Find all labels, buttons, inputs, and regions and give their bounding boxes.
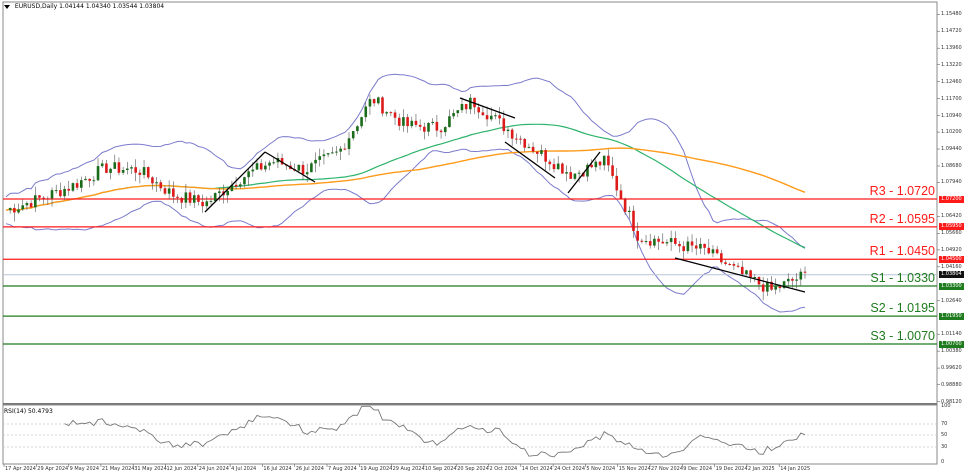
level-tag-r3: 1.07200 (939, 195, 964, 203)
chart-title: EURUSD,Daily 1.04144 1.04340 1.03544 1.0… (4, 3, 164, 10)
price-axis-label: 1.01140 (941, 331, 962, 338)
price-axis-label: 1.09440 (941, 146, 962, 153)
level-tag-s2: 1.01950 (939, 312, 964, 320)
rsi-title: RSI(14) 50.4793 (4, 408, 53, 415)
date-axis-label: 19 Aug 2024 (360, 466, 393, 472)
moving-averages (5, 123, 806, 249)
price-axis-label: 1.12460 (941, 78, 962, 85)
level-label-s3: S3 - 1.0070 (870, 329, 935, 343)
price-axis-label: 1.13220 (941, 61, 962, 68)
rsi-axis-label: 50 (941, 432, 948, 438)
date-axis-label: 31 May 2024 (134, 466, 167, 472)
main-pane (2, 1, 938, 405)
current-price-tag: 1.03804 (939, 271, 964, 279)
date-axis-label: 9 Dec 2024 (683, 466, 713, 472)
trendlines (204, 97, 806, 293)
price-axis-label: 1.07940 (941, 179, 962, 186)
price-axis-label: 0.99620 (941, 365, 962, 372)
price-axis-label: 1.05660 (941, 230, 962, 237)
price-axis-label: 1.15480 (941, 11, 962, 18)
date-axis-label: 21 May 2024 (101, 466, 135, 472)
date-axis-label: 16 Jul 2024 (263, 466, 292, 472)
date-axis-label: 12 Jun 2024 (166, 466, 197, 472)
rsi-axis-label: 70 (941, 421, 948, 427)
level-label-r2: R2 - 1.0595 (869, 211, 935, 226)
candles (8, 93, 807, 301)
collapse-triangle-icon[interactable] (4, 4, 10, 9)
level-tag-r2: 1.05950 (939, 223, 964, 231)
axis-ticks (3, 13, 940, 467)
price-axis-label: 1.11700 (941, 95, 962, 102)
ohlc-values: 1.04144 1.04340 1.03544 1.03804 (59, 3, 165, 10)
price-axis-label: 1.08680 (941, 162, 962, 169)
price-axis-label: 1.10940 (941, 112, 962, 119)
date-axis-label: 20 Sep 2024 (457, 466, 489, 472)
date-axis-label: 15 Nov 2024 (618, 466, 651, 472)
price-axis-label: 1.00380 (941, 348, 962, 355)
date-axis-label: 10 Sep 2024 (424, 466, 457, 472)
price-axis-label: 1.10200 (941, 129, 962, 136)
date-axis-label: 2 Oct 2024 (489, 466, 518, 472)
rsi-axis-label: 30 (941, 444, 948, 450)
date-axis-label: 14 Jan 2025 (780, 466, 811, 472)
rsi-pane (2, 404, 938, 465)
level-tag-s3: 1.00700 (939, 340, 964, 348)
price-axis-label: 1.04160 (941, 263, 962, 270)
date-axis-label: 17 Apr 2024 (5, 466, 36, 472)
rsi-axis-label: 0 (941, 459, 945, 465)
price-axis-label: 0.98880 (941, 381, 962, 388)
date-axis-label: 26 Jul 2024 (295, 466, 324, 472)
date-axis-label: 7 Aug 2024 (328, 466, 357, 472)
date-axis-label: 14 Oct 2024 (521, 466, 553, 472)
date-axis-label: 24 Jun 2024 (198, 466, 229, 472)
date-axis-label: 4 Jul 2024 (231, 466, 257, 472)
level-label-r1: R1 - 1.0450 (869, 244, 935, 259)
date-axis-label: 29 Aug 2024 (392, 466, 425, 472)
level-label-s2: S2 - 1.0195 (870, 301, 935, 316)
date-axis-label: 24 Oct 2024 (554, 466, 586, 472)
level-label-s1: S1 - 1.0330 (870, 271, 935, 285)
price-axis-label: 1.04920 (941, 246, 962, 253)
rsi-line (64, 405, 806, 458)
price-axis-label: 1.14720 (941, 28, 962, 35)
price-axis-label: 1.02640 (941, 297, 962, 304)
price-axis-label: 1.13960 (941, 45, 962, 52)
level-tag-s1: 1.03300 (939, 282, 964, 290)
price-axis-label: 0.98120 (941, 398, 962, 405)
date-axis-label: 29 Apr 2024 (37, 466, 69, 472)
rsi-axis-label: 100 (941, 403, 951, 409)
level-label-r3: R3 - 1.0720 (869, 184, 935, 198)
price-axis-label: 1.06420 (941, 213, 962, 220)
date-axis-label: 27 Nov 2024 (651, 466, 684, 472)
date-axis-label: 5 Nov 2024 (586, 466, 616, 472)
level-tag-r1: 1.04500 (939, 255, 964, 263)
symbol-label: EURUSD,Daily (14, 3, 58, 10)
date-axis-label: 9 May 2024 (69, 466, 100, 472)
bollinger-bands (5, 73, 806, 313)
date-axis-label: 19 Dec 2024 (715, 466, 748, 472)
date-axis-label: 2 Jan 2025 (747, 466, 775, 472)
